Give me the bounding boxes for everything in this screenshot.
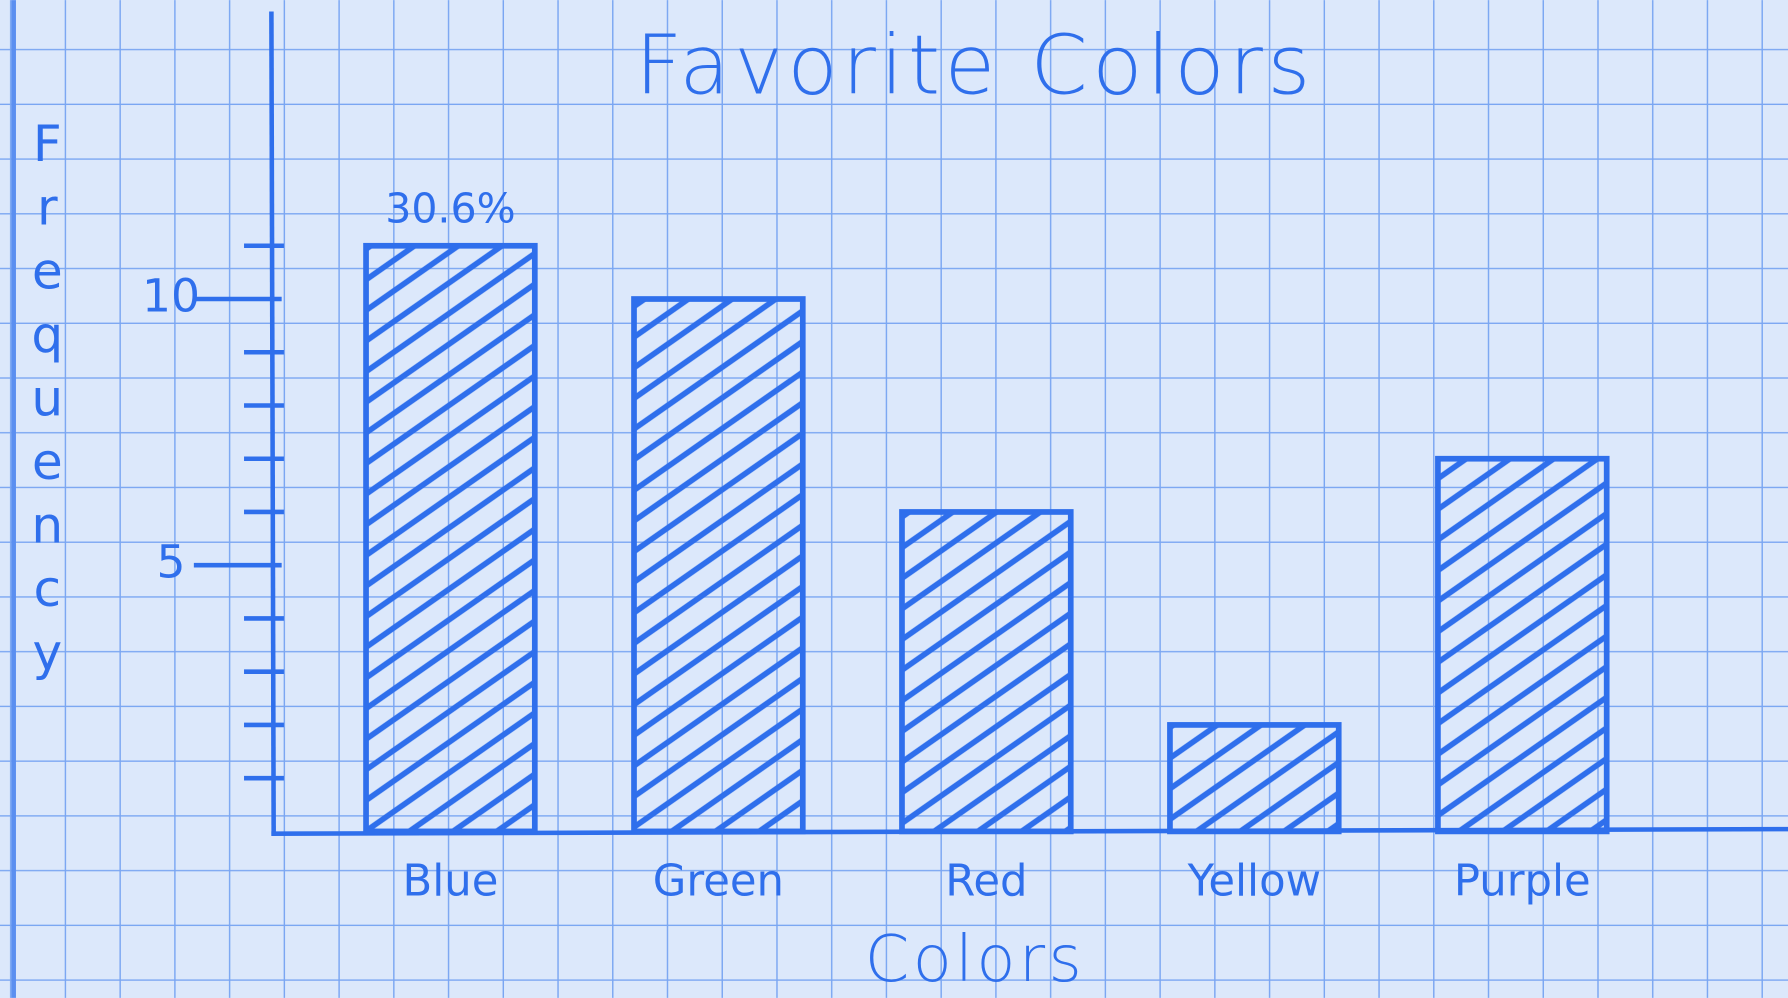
y-tick-label: 10	[142, 270, 200, 323]
x-tick-label: Purple	[1454, 856, 1591, 906]
y-axis-title: Frequency	[18, 114, 77, 686]
y-tick-label: 5	[157, 536, 186, 589]
bar	[1167, 722, 1342, 835]
bar	[363, 242, 538, 835]
x-tick-label: Green	[653, 856, 784, 906]
y-axis	[269, 11, 276, 836]
annotation: 30.6%	[385, 185, 515, 233]
bar	[1435, 455, 1610, 835]
chart-title: Favorite Colors	[635, 18, 1315, 113]
bar	[899, 509, 1074, 835]
bar	[631, 296, 806, 835]
x-tick-label: Yellow	[1187, 856, 1321, 906]
x-tick-label: Blue	[402, 856, 498, 906]
x-axis-title: Colors	[865, 923, 1085, 997]
x-tick-label: Red	[945, 856, 1027, 906]
